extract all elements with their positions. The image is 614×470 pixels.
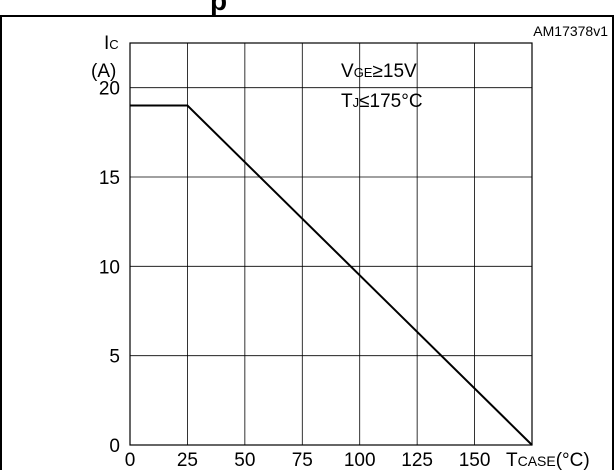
x-tick-label: 125 bbox=[401, 450, 433, 470]
y-axis-unit: (A) bbox=[91, 61, 116, 82]
x-tick-label: 75 bbox=[292, 450, 313, 470]
grid bbox=[129, 43, 532, 446]
y-tick-label: 20 bbox=[99, 79, 120, 100]
y-tick-label: 0 bbox=[109, 436, 120, 457]
x-tick-label: 0 bbox=[125, 450, 136, 470]
y-axis-label: IC bbox=[104, 33, 119, 54]
y-tick-labels: 0 5 10 15 20 bbox=[99, 79, 120, 457]
condition-vge: VGE≥15V bbox=[341, 61, 417, 82]
x-axis-label: TCASE(°C) bbox=[506, 450, 590, 470]
condition-tj: TJ≤175°C bbox=[341, 91, 423, 112]
y-tick-label: 10 bbox=[99, 257, 120, 278]
x-tick-labels: 0 25 50 75 100 125 150 bbox=[125, 450, 491, 470]
chart-title: p bbox=[210, 0, 227, 16]
x-tick-label: 50 bbox=[234, 450, 255, 470]
x-tick-label: 150 bbox=[459, 450, 491, 470]
x-tick-label: 100 bbox=[344, 450, 376, 470]
y-tick-label: 15 bbox=[99, 168, 120, 189]
plot-frame bbox=[129, 42, 533, 446]
series-line bbox=[130, 104, 533, 446]
y-tick-label: 5 bbox=[109, 347, 120, 368]
x-tick-label: 25 bbox=[177, 450, 198, 470]
figure-frame bbox=[0, 15, 614, 470]
figure-id: AM17378v1 bbox=[533, 23, 608, 39]
